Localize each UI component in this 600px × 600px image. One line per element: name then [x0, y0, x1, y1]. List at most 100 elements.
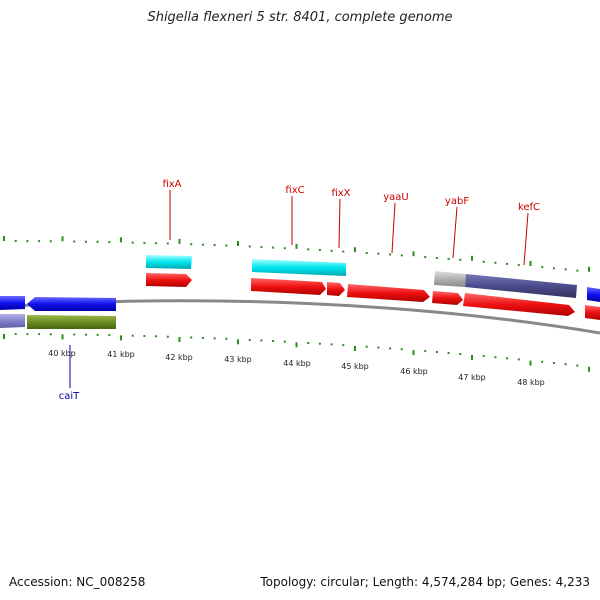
inner-ring-tick [365, 345, 368, 348]
inner-ring-tick [166, 335, 169, 338]
outer-ring-tick [26, 240, 29, 243]
kbp-label-47: 47 kbp [458, 373, 486, 382]
outer-ring-tick [143, 241, 146, 244]
outer-ring-tick [201, 243, 204, 246]
inner-ring-tick [272, 340, 275, 342]
outer-ring-tick [517, 263, 520, 266]
inner-ring-tick [541, 360, 544, 363]
gene-label-kefC[interactable]: kefC [518, 202, 540, 213]
inner-ring-tick [564, 363, 567, 366]
cds-arrow-fixC[interactable] [251, 278, 326, 295]
inner-ring-tick [307, 342, 310, 344]
inner-ring-tick [471, 355, 473, 360]
outer-ring-tick [318, 249, 321, 252]
grey-feature[interactable] [434, 271, 466, 287]
outer-ring-tick [494, 261, 497, 264]
inner-ring-tick [96, 333, 99, 336]
inner-ring-tick [342, 344, 345, 347]
outer-ring-tick [73, 240, 76, 243]
outer-ring-tick [552, 267, 555, 270]
leader-line-yabF [452, 206, 458, 259]
inner-ring-tick [459, 353, 462, 355]
outer-ring-tick [307, 248, 310, 251]
outer-ring-tick [471, 255, 473, 261]
outer-ring-tick [38, 240, 41, 243]
gene-label-fixX[interactable]: fixX [331, 188, 350, 199]
outer-ring-tick [260, 246, 263, 249]
outer-ring-tick [213, 244, 216, 247]
cds-arrow-yabF[interactable] [432, 291, 463, 305]
olive-feature[interactable] [27, 315, 116, 329]
outer-ring-tick [330, 249, 333, 252]
inner-ring-tick [354, 345, 356, 351]
outer-ring-tick [365, 252, 368, 254]
inner-ring-tick [178, 337, 181, 342]
outer-ring-tick [377, 252, 380, 255]
outer-tick-ring [3, 236, 590, 272]
cyan-feature-fixA[interactable] [146, 255, 192, 269]
kbp-label-48: 48 kbp [517, 378, 545, 387]
outer-ring-tick [482, 260, 485, 263]
reverse-strand-features [0, 296, 116, 329]
kbp-label-43: 43 kbp [224, 355, 252, 364]
outer-ring-tick [3, 236, 5, 241]
outer-ring-tick [190, 243, 193, 246]
slate-feature-kefC[interactable] [465, 274, 577, 298]
outer-ring-tick [506, 262, 509, 265]
cds-arrow-fixA[interactable] [146, 273, 192, 287]
lavender-feature[interactable] [0, 314, 25, 328]
gene-label-fixA[interactable]: fixA [162, 179, 181, 190]
outer-ring-tick [166, 242, 169, 245]
inner-ring-tick [260, 339, 263, 342]
outer-ring-tick [400, 254, 403, 257]
inner-ring-tick [237, 339, 239, 345]
inner-ring-tick [155, 335, 158, 338]
outer-ring-tick [178, 238, 181, 244]
cds-arrow-edge[interactable] [585, 305, 600, 320]
inner-ring-tick [73, 333, 76, 336]
gene-label-fixC[interactable]: fixC [285, 185, 304, 196]
outer-ring-tick [295, 243, 298, 249]
kbp-label-46: 46 kbp [400, 367, 428, 376]
inner-ring-tick [482, 355, 485, 358]
outer-ring-tick [529, 261, 532, 266]
inner-ring-tick [131, 334, 134, 337]
inner-ring-tick [248, 338, 251, 341]
inner-ring-tick [318, 342, 321, 345]
inner-ring-tick [576, 364, 579, 367]
blue-feature-left[interactable] [0, 296, 25, 310]
outer-ring-tick [49, 240, 52, 243]
inner-ring-tick [295, 342, 298, 348]
cds-arrow-kefC[interactable] [463, 293, 575, 316]
inner-tick-ring [3, 333, 590, 372]
outer-ring-tick [61, 236, 64, 242]
cds-arrow-fixX[interactable] [327, 282, 345, 296]
kbp-label-41: 41 kbp [107, 350, 135, 359]
inner-ring-tick [330, 343, 333, 346]
inner-ring-tick [213, 337, 216, 340]
inner-ring-tick [389, 347, 392, 350]
blue-feature-edge[interactable] [587, 287, 600, 302]
outer-ring-tick [131, 241, 134, 244]
inner-ring-tick [120, 335, 122, 341]
inner-ring-tick [588, 366, 590, 372]
forward-strand-features [146, 255, 600, 320]
gene-label-yabF[interactable]: yabF [445, 196, 469, 207]
cds-arrow-yaaU[interactable] [347, 284, 430, 302]
outer-ring-tick [588, 266, 590, 272]
inner-ring-tick [190, 336, 193, 339]
inner-ring-tick [517, 358, 520, 361]
gene-label-caiT[interactable]: caiT [59, 391, 80, 402]
inner-ring-tick [61, 334, 64, 340]
gene-label-yaaU[interactable]: yaaU [383, 192, 409, 203]
outer-ring-tick [225, 244, 228, 247]
inner-ring-tick [108, 334, 111, 337]
cyan-feature-fixC[interactable] [252, 259, 346, 276]
outer-ring-tick [342, 250, 345, 253]
outer-ring-tick [435, 257, 438, 259]
genome-title: Shigella flexneri 5 str. 8401, complete … [147, 10, 453, 25]
outer-ring-tick [96, 240, 99, 243]
inner-ring-tick [49, 333, 52, 336]
cds-arrow-caiT[interactable] [27, 297, 116, 311]
